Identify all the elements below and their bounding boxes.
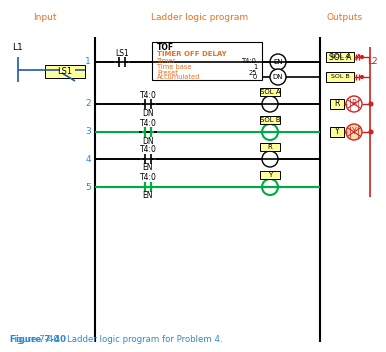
Text: T4:0: T4:0 <box>140 119 156 127</box>
Text: SOL B: SOL B <box>331 75 349 80</box>
Text: R: R <box>351 100 357 108</box>
Bar <box>260 88 280 96</box>
Circle shape <box>262 151 278 167</box>
Bar <box>260 143 280 151</box>
Bar <box>260 171 280 179</box>
Text: T4:0: T4:0 <box>140 145 156 155</box>
Text: Y: Y <box>352 127 356 137</box>
Circle shape <box>270 69 286 85</box>
Text: Y: Y <box>335 127 339 137</box>
Text: SOL A: SOL A <box>331 55 349 59</box>
Text: Input: Input <box>33 13 57 21</box>
Circle shape <box>262 124 278 140</box>
Text: Preset: Preset <box>157 70 178 76</box>
Bar <box>45 65 85 78</box>
Text: 5: 5 <box>85 182 91 191</box>
Circle shape <box>361 75 364 78</box>
Text: EN: EN <box>143 191 153 201</box>
Text: Outputs: Outputs <box>327 13 363 21</box>
Text: R: R <box>267 144 273 150</box>
Text: Ladder logic program: Ladder logic program <box>151 13 249 21</box>
Bar <box>326 52 354 62</box>
Bar <box>260 116 280 124</box>
Text: Figure 7-40: Figure 7-40 <box>10 335 66 345</box>
Text: DN: DN <box>142 137 154 145</box>
Text: 3: 3 <box>85 127 91 137</box>
Circle shape <box>369 130 373 134</box>
Text: Y: Y <box>268 172 272 178</box>
Text: Accumulated: Accumulated <box>157 74 200 80</box>
Circle shape <box>59 67 65 73</box>
Text: 1: 1 <box>253 64 257 70</box>
Text: TOF: TOF <box>157 43 174 51</box>
Text: DN: DN <box>142 108 154 118</box>
Circle shape <box>369 102 373 106</box>
Text: EN: EN <box>273 59 283 65</box>
Circle shape <box>270 54 286 70</box>
Text: SOL B: SOL B <box>260 117 280 123</box>
Bar <box>330 127 344 137</box>
Bar <box>326 72 354 82</box>
Text: SOL A: SOL A <box>260 89 280 95</box>
Text: Time base: Time base <box>157 64 191 70</box>
Text: L2: L2 <box>367 57 377 67</box>
Text: 2: 2 <box>85 100 91 108</box>
Text: 25: 25 <box>249 70 257 76</box>
Text: Timer: Timer <box>157 58 176 64</box>
Circle shape <box>346 124 362 140</box>
Text: EN: EN <box>143 163 153 172</box>
Circle shape <box>262 179 278 195</box>
Text: TIMER OFF DELAY: TIMER OFF DELAY <box>157 51 227 57</box>
Circle shape <box>361 56 364 58</box>
Text: 0: 0 <box>253 74 257 80</box>
Bar <box>330 99 344 109</box>
Text: LS1: LS1 <box>115 49 129 57</box>
Text: R: R <box>334 100 340 108</box>
Text: 1: 1 <box>85 57 91 67</box>
Text: T4:0: T4:0 <box>140 90 156 100</box>
Bar <box>152 42 262 80</box>
Circle shape <box>262 96 278 112</box>
Text: T4:0: T4:0 <box>140 174 156 182</box>
Text: LS1: LS1 <box>58 67 73 76</box>
Text: SOL A: SOL A <box>329 52 351 62</box>
Text: Figure 7-40   Ladder logic program for Problem 4.: Figure 7-40 Ladder logic program for Pro… <box>10 335 223 345</box>
Text: 4: 4 <box>85 155 91 163</box>
Text: T4:0: T4:0 <box>242 58 257 64</box>
Text: DN: DN <box>273 74 283 80</box>
Text: L1: L1 <box>13 43 24 51</box>
